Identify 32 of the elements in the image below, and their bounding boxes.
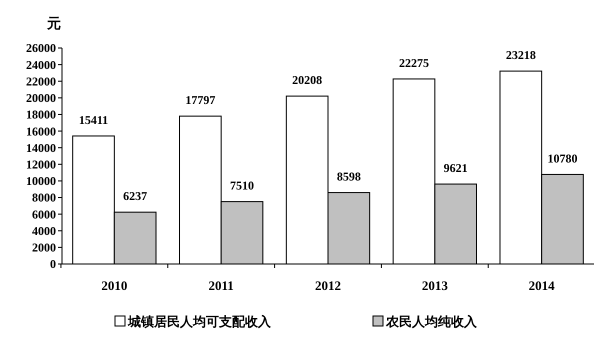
y-tick-label: 4000 [32,224,56,238]
y-tick-label: 26000 [26,41,56,56]
y-tick-label: 20000 [26,91,56,106]
y-tick-label: 8000 [32,190,56,205]
data-label: 17797 [185,93,216,108]
data-label: 9621 [444,161,468,176]
y-tick-label: 16000 [26,124,56,138]
y-tick-label: 6000 [32,207,56,222]
y-tick-label: 18000 [26,108,56,122]
x-tick-label: 2011 [208,278,234,293]
data-label: 10780 [547,151,578,166]
legend-label: 农民人均纯收入 [385,314,478,330]
y-tick-label: 10000 [26,174,56,188]
y-tick-label: 2000 [32,240,56,255]
x-tick-label: 2014 [528,278,556,293]
data-label: 20208 [292,73,322,88]
data-label: 7510 [230,178,254,193]
y-tick-label: 14000 [26,140,56,155]
y-tick-label: 22000 [26,74,56,88]
y-axis-title: 元 [46,16,61,32]
data-label: 8598 [336,170,361,184]
data-label: 15411 [78,112,108,127]
data-label: 22275 [398,56,429,70]
data-label: 6237 [123,189,148,204]
y-tick-label: 24000 [26,58,56,72]
legend-label: 城镇居民人均可支配收入 [127,314,272,330]
x-tick-label: 2013 [422,278,448,293]
y-tick-label: 0 [50,257,56,272]
x-tick-label: 2010 [101,278,128,293]
x-tick-label: 2012 [315,278,341,293]
y-tick-label: 12000 [26,158,56,172]
data-label: 23218 [506,48,536,62]
